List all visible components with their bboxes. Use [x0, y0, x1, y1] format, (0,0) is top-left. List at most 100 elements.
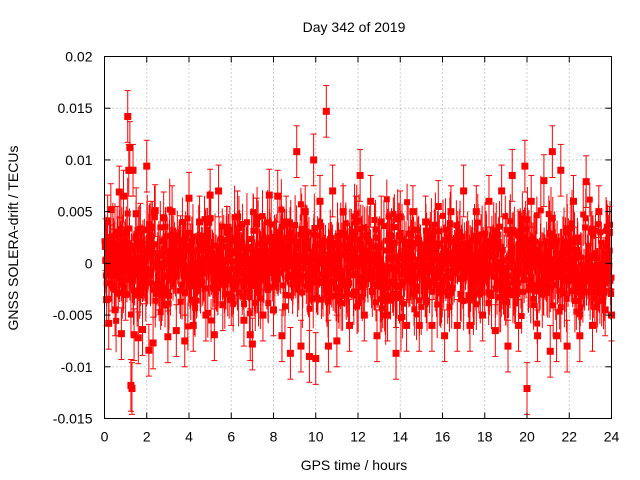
data-point: [114, 242, 121, 249]
data-point: [307, 283, 314, 290]
data-point: [106, 247, 114, 255]
data-point: [146, 231, 153, 238]
data-point-group: [595, 185, 603, 238]
data-point: [134, 246, 141, 253]
data-point: [122, 290, 130, 298]
data-point: [240, 316, 248, 324]
data-point: [292, 222, 299, 229]
data-point: [567, 225, 574, 232]
data-point: [553, 332, 561, 340]
data-point-group: [527, 174, 535, 228]
data-point: [264, 258, 271, 265]
data-layer: [101, 84, 615, 415]
x-tick-label: 18: [477, 429, 493, 445]
data-point-group: [151, 184, 159, 237]
data-point: [488, 293, 495, 300]
y-tick-label: -0.015: [53, 411, 93, 427]
data-point: [160, 285, 167, 292]
data-point: [396, 213, 404, 221]
data-point: [592, 250, 599, 257]
data-point: [297, 201, 304, 208]
data-point: [227, 296, 235, 304]
x-tick-label: 24: [604, 429, 620, 445]
data-point: [503, 268, 510, 275]
data-point: [604, 237, 611, 244]
data-point: [311, 224, 318, 231]
data-point-group: [297, 319, 305, 373]
data-point-group: [422, 195, 430, 249]
data-point: [605, 268, 612, 275]
data-point: [386, 254, 393, 261]
data-point: [413, 311, 420, 318]
data-point: [501, 264, 508, 271]
data-point: [572, 266, 579, 273]
data-point: [371, 216, 378, 223]
data-point-group: [384, 288, 392, 342]
data-point-group: [259, 288, 267, 342]
data-point: [339, 208, 347, 216]
data-point: [498, 187, 506, 195]
data-point: [184, 215, 191, 222]
data-point: [278, 332, 286, 340]
data-point-group: [128, 362, 136, 415]
data-point: [333, 337, 341, 345]
data-point-group: [453, 299, 461, 352]
data-point: [385, 213, 392, 220]
data-point: [549, 273, 556, 280]
data-point: [314, 232, 321, 239]
data-point: [383, 196, 390, 203]
data-point: [588, 225, 595, 232]
data-point-group: [523, 362, 531, 415]
data-point: [519, 288, 526, 295]
data-point: [218, 242, 225, 249]
data-point-group: [172, 304, 180, 357]
data-point: [523, 268, 530, 275]
y-tick-label: -0.005: [53, 307, 93, 323]
data-point: [598, 240, 605, 247]
data-point: [136, 225, 144, 233]
data-point: [576, 285, 583, 292]
data-point-group: [441, 309, 449, 363]
data-point: [259, 273, 266, 280]
data-point: [293, 148, 301, 156]
data-point: [212, 242, 219, 249]
data-point: [259, 213, 266, 220]
data-point: [594, 270, 601, 277]
data-point: [102, 241, 110, 249]
data-point: [202, 311, 210, 319]
y-axis-label: GNSS SOLERA-drift / TECUs: [5, 146, 21, 331]
data-point: [168, 208, 176, 216]
data-point: [383, 247, 390, 254]
data-point: [169, 252, 176, 259]
data-point: [256, 240, 263, 247]
data-point: [109, 251, 117, 259]
data-point: [265, 300, 272, 307]
data-point: [305, 229, 312, 236]
data-point: [422, 283, 429, 290]
data-point: [259, 255, 266, 262]
data-point: [519, 215, 526, 222]
data-point: [248, 235, 255, 242]
data-point-group: [466, 299, 474, 352]
data-point: [515, 321, 523, 329]
data-point-group: [253, 197, 261, 251]
data-point: [434, 202, 442, 210]
y-tick-label: -0.01: [61, 359, 93, 375]
data-point: [124, 112, 132, 120]
data-point: [182, 289, 189, 296]
data-point: [406, 238, 413, 245]
data-point: [166, 248, 173, 255]
data-point: [265, 191, 273, 199]
data-point: [313, 256, 320, 263]
data-point: [252, 299, 259, 306]
data-point: [357, 255, 364, 262]
axis-ticks: 0 2 4 6 8 10 12 14 16 18 20 22 24-0.015-0.01-0.00500…: [53, 49, 620, 445]
x-tick-label: 12: [350, 429, 366, 445]
data-point: [210, 331, 218, 339]
x-tick-label: 10: [308, 429, 324, 445]
data-point: [343, 264, 350, 271]
y-tick-label: 0.02: [65, 49, 92, 65]
data-point: [596, 288, 603, 295]
data-point: [277, 232, 284, 239]
data-point: [569, 197, 577, 205]
